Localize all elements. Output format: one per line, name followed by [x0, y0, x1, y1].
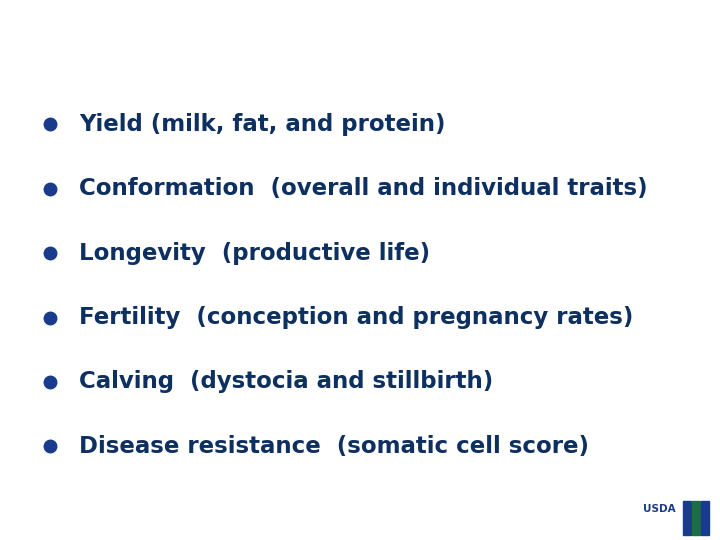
Bar — [683, 501, 691, 535]
Text: Yield (milk, fat, and protein): Yield (milk, fat, and protein) — [79, 113, 446, 136]
Text: Calving  (dystocia and stillbirth): Calving (dystocia and stillbirth) — [79, 370, 493, 394]
Text: Disease resistance  (somatic cell score): Disease resistance (somatic cell score) — [79, 435, 589, 458]
Text: Wiggans: Wiggans — [587, 515, 641, 528]
Text: USDA: USDA — [643, 504, 675, 514]
Text: ARPAS-DC meeting, Beltsville, MD – Dec. 9, 2015   θ): ARPAS-DC meeting, Beltsville, MD – Dec. … — [13, 515, 344, 528]
Text: Fertility  (conception and pregnancy rates): Fertility (conception and pregnancy rate… — [79, 306, 634, 329]
Bar — [692, 501, 700, 535]
Text: Primary traits evaluated: Primary traits evaluated — [16, 22, 436, 51]
Bar — [701, 501, 709, 535]
Text: Longevity  (productive life): Longevity (productive life) — [79, 242, 431, 265]
Text: Conformation  (overall and individual traits): Conformation (overall and individual tra… — [79, 177, 648, 200]
